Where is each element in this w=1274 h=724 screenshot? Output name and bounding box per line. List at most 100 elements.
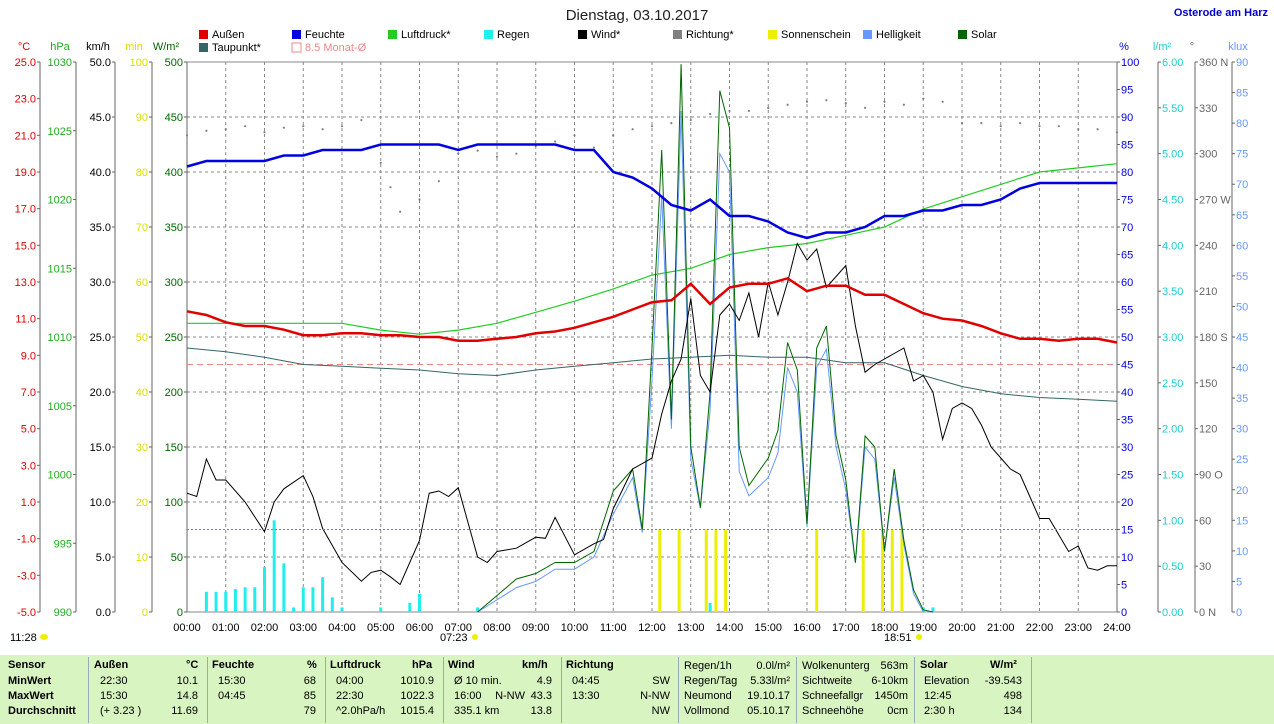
x-tick-label-4: 04:00 [328,622,356,634]
left-tick-label-4-5: 250 [165,332,183,344]
dir-point-45 [1038,125,1041,128]
dir-point-31 [767,106,770,109]
legend-label-0: Außen [212,29,244,41]
right-tick-label-3-3: 75 [1236,149,1248,161]
weather-chart: Dienstag, 03.10.2017 Osterode am Harz Auße… [10,7,1268,644]
x-tick-label-0: 00:00 [173,622,201,634]
right-tick-label-2-9: 90 O [1199,470,1223,482]
right-tick-label-2-0: 360 N [1199,57,1228,69]
dir-point-44 [1019,122,1022,125]
dir-point-42 [980,122,983,125]
left-tick-label-1-8: 990 [54,607,72,619]
left-axis-unit-1: hPa [50,41,70,53]
stats-aussen-val-1: 14.8 [176,690,198,702]
stats-header-luftdruck-unit: hPa [412,659,433,671]
right-tick-label-3-8: 50 [1236,301,1248,313]
x-tick-label-18: 18:00 [871,622,899,634]
x-tick-label-17: 17:00 [832,622,860,634]
right-tick-label-3-14: 20 [1236,485,1248,497]
left-tick-label-3-1: 90 [136,112,148,124]
stats-clouds-value-2: 1450m [874,690,908,702]
dir-point-12 [399,210,402,213]
dir-point-11 [389,186,392,189]
bar-10-9 [900,529,904,612]
left-tick-label-0-0: 25.0 [15,57,36,69]
sunrise-icon [472,634,478,640]
right-tick-label-0-14: 30 [1121,442,1133,454]
left-tick-label-0-13: -1.0 [17,534,36,546]
left-tick-label-1-0: 1030 [48,57,72,69]
bar-10-1 [677,529,681,612]
dir-point-27 [689,118,692,122]
bar-10-5 [815,529,819,612]
bar-9-15 [379,607,383,612]
stats-aussen-val-2: 11.69 [171,705,198,717]
bar-10-7 [881,529,885,612]
x-tick-label-11: 11:00 [600,622,627,634]
bar-9-16 [408,602,412,612]
bar-9-4 [243,587,247,612]
dir-point-3 [244,125,247,128]
legend-swatch-8 [958,30,967,39]
sunset-icon [916,634,922,640]
left-axis-unit-2: km/h [86,41,110,53]
dir-point-15 [457,152,460,155]
bar-9-12 [321,577,325,612]
bar-9-11 [311,587,315,612]
right-axis-unit-1: l/m² [1153,41,1172,53]
left-tick-label-0-9: 7.0 [21,387,36,399]
stats-header-solar: Solar [920,659,948,671]
left-tick-label-4-4: 300 [165,277,183,289]
left-tick-label-0-6: 13.0 [15,277,36,289]
dir-point-36 [864,106,867,109]
stats-misc-value-3: 05.10.17 [747,705,790,717]
legend-label-2: Luftdruck* [401,29,451,41]
legend-swatch-1 [292,30,301,39]
sunrise-label: 07:23 [440,632,468,644]
right-axis-unit-0: % [1119,41,1129,53]
legend-label-10: 8.5 Monat-Ø [305,42,367,54]
right-tick-label-3-12: 30 [1236,424,1248,436]
x-tick-label-23: 23:00 [1064,622,1092,634]
legend-label-6: Sonnenschein [781,29,851,41]
stats-misc-value-2: 19.10.17 [747,690,790,702]
stats-aussen-val-0: 10.1 [176,675,198,687]
right-tick-label-0-3: 85 [1121,140,1133,152]
bar-10-0 [658,529,662,612]
series-line-2 [187,163,1118,335]
left-tick-label-1-4: 1010 [48,332,72,344]
dir-point-41 [960,122,964,125]
stats-misc-label-0: Regen/1h [684,660,732,672]
stats-wind-dir-1: N-NW [495,690,525,702]
right-tick-label-1-2: 5.00 [1162,149,1183,161]
legend-swatch-2 [388,30,397,39]
left-tick-label-1-3: 1015 [48,263,72,275]
stats-misc-label-2: Neumond [684,690,732,702]
stats-clouds-label-2: Schneefallgr [802,690,864,702]
left-tick-label-2-8: 10.0 [90,497,111,509]
chart-title: Dienstag, 03.10.2017 [566,7,709,24]
legend-swatch-10 [291,42,302,53]
left-tick-label-2-2: 40.0 [90,167,111,179]
x-tick-label-1: 01:00 [212,622,240,634]
right-tick-label-3-1: 85 [1236,88,1248,100]
right-tick-label-1-9: 1.50 [1162,470,1183,482]
left-tick-label-0-2: 21.0 [15,130,36,142]
stats-wind-val-2: 13.8 [530,705,552,717]
left-tick-label-3-8: 20 [136,497,148,509]
right-tick-label-0-13: 35 [1121,415,1133,427]
dir-point-39 [922,97,925,100]
bar-9-1 [214,591,218,612]
stats-header-feuchte: Feuchte [212,659,255,671]
x-tick-label-9: 09:00 [522,622,550,634]
stats-richt-val-0: SW [652,675,670,687]
stats-misc-label-3: Vollmond [684,705,730,717]
legend-swatch-6 [768,30,777,39]
stats-solar-label-3: 2:30 h [924,705,955,717]
stats-aussen-time-0: 22:30 [100,675,128,687]
left-tick-label-0-12: 1.0 [21,497,36,509]
bar-9-19 [708,602,712,612]
stats-solar-value-3: 134 [1003,705,1022,717]
dir-point-33 [805,100,809,103]
right-tick-label-1-8: 2.00 [1162,424,1183,436]
